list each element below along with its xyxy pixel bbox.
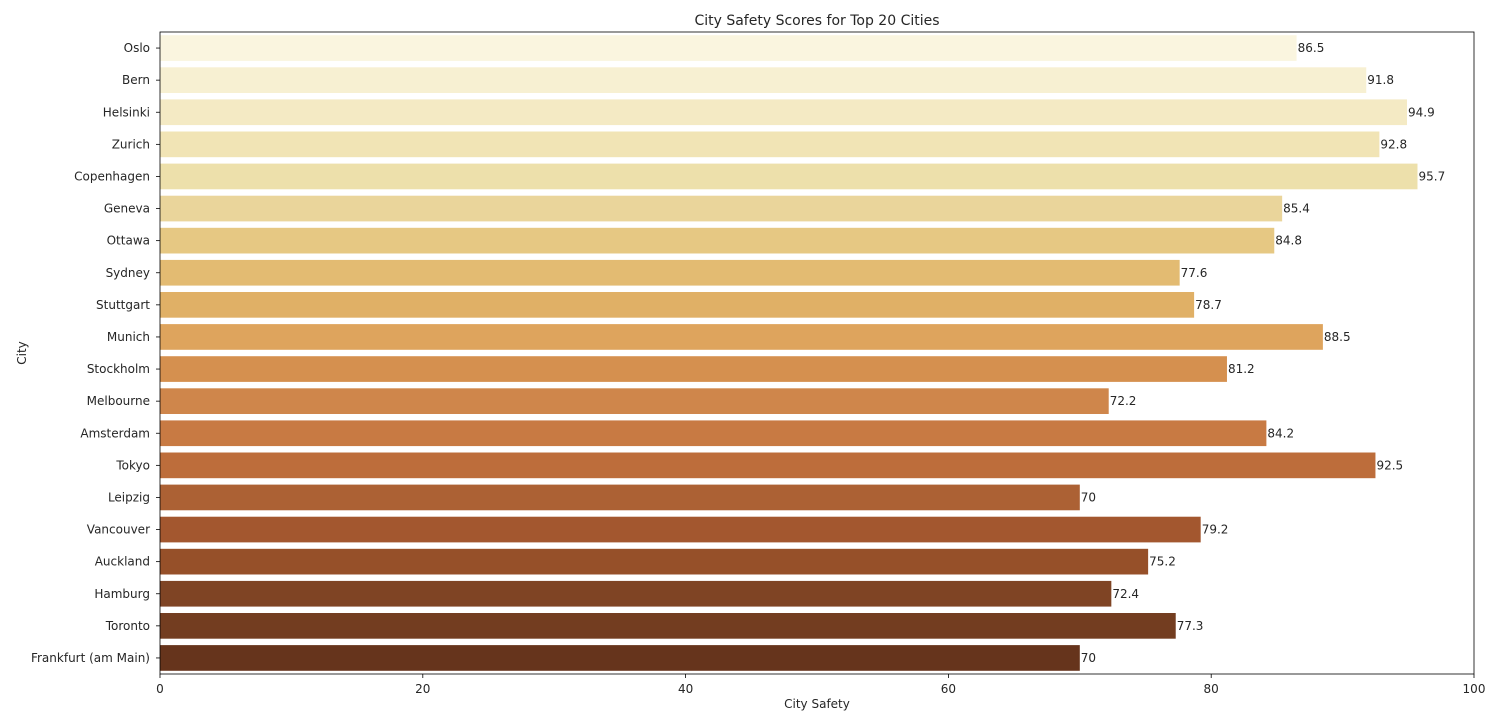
bar-value-label: 88.5 [1324,330,1351,344]
bar [160,388,1109,414]
bar-value-label: 84.2 [1267,426,1294,440]
y-tick-label: Frankfurt (am Main) [31,651,150,665]
bar-value-label: 85.4 [1283,202,1310,216]
bar-value-label: 84.8 [1275,234,1302,248]
y-tick-label: Copenhagen [74,169,150,183]
bar-value-label: 94.9 [1408,105,1435,119]
x-tick-label: 60 [941,682,956,696]
y-tick-label: Ottawa [107,234,150,248]
y-tick-label: Bern [122,73,150,87]
bar-value-label: 70 [1081,651,1096,665]
y-tick-label: Geneva [104,202,150,216]
y-tick-label: Vancouver [87,523,150,537]
y-tick-label: Tokyo [115,458,150,472]
y-tick-label: Helsinki [103,105,150,119]
bar-value-label: 77.6 [1181,266,1208,280]
y-tick-label: Munich [107,330,150,344]
bar [160,613,1176,639]
bar-value-label: 79.2 [1202,523,1229,537]
bar [160,163,1418,190]
bar [160,516,1201,543]
y-tick-label: Melbourne [87,394,150,408]
plot-frame [159,31,1475,675]
bar-value-label: 72.2 [1110,394,1137,408]
y-axis-title: City [15,341,29,365]
bar-value-label: 92.8 [1380,137,1407,151]
bar-value-label: 72.4 [1112,587,1139,601]
bar [160,195,1283,222]
bar-labels-group: 86.5 91.8 94.9 92.8 95.7 85.4 84.8 77.6 78.7 88.5… [1081,41,1445,665]
bar [160,259,1180,286]
y-tick-label: Stockholm [87,362,150,376]
x-axis-ticks: 0 20 40 60 80 100 [156,674,1485,696]
y-axis-ticks: Oslo Bern Helsinki Zurich Copenhagen Geneva Ot… [31,41,160,665]
x-tick-label: 80 [1204,682,1219,696]
bar-value-label: 86.5 [1298,41,1325,55]
bar-value-label: 92.5 [1376,458,1403,472]
bar [160,227,1275,254]
x-tick-label: 0 [156,682,164,696]
y-tick-label: Toronto [105,619,150,633]
x-tick-label: 100 [1463,682,1486,696]
bar-value-label: 70 [1081,490,1096,504]
y-tick-label: Sydney [106,266,150,280]
bar [160,356,1227,382]
bar [160,484,1080,511]
y-tick-label: Zurich [112,137,150,151]
bars-group [160,35,1418,671]
y-tick-label: Amsterdam [80,426,150,440]
bar [160,452,1376,479]
x-axis-title: City Safety [784,697,850,711]
y-tick-label: Stuttgart [96,298,150,312]
bar [160,645,1080,671]
bar-value-label: 78.7 [1195,298,1222,312]
bar-value-label: 91.8 [1367,73,1394,87]
y-tick-label: Leipzig [108,490,150,504]
bar [160,35,1297,61]
bar [160,131,1380,158]
y-tick-label: Hamburg [94,587,150,601]
bar-value-label: 77.3 [1177,619,1204,633]
bar [160,324,1323,350]
bar-value-label: 75.2 [1149,555,1176,569]
x-tick-label: 20 [415,682,430,696]
bar [160,292,1195,318]
chart-title: City Safety Scores for Top 20 Cities [694,13,939,29]
bar [160,580,1112,607]
bar [160,420,1267,447]
bar [160,67,1367,93]
bar [160,99,1407,126]
y-tick-label: Auckland [95,555,150,569]
bar-value-label: 95.7 [1418,169,1445,183]
x-tick-label: 40 [678,682,693,696]
bar-value-label: 81.2 [1228,362,1255,376]
y-tick-label: Oslo [124,41,150,55]
bar [160,548,1149,575]
